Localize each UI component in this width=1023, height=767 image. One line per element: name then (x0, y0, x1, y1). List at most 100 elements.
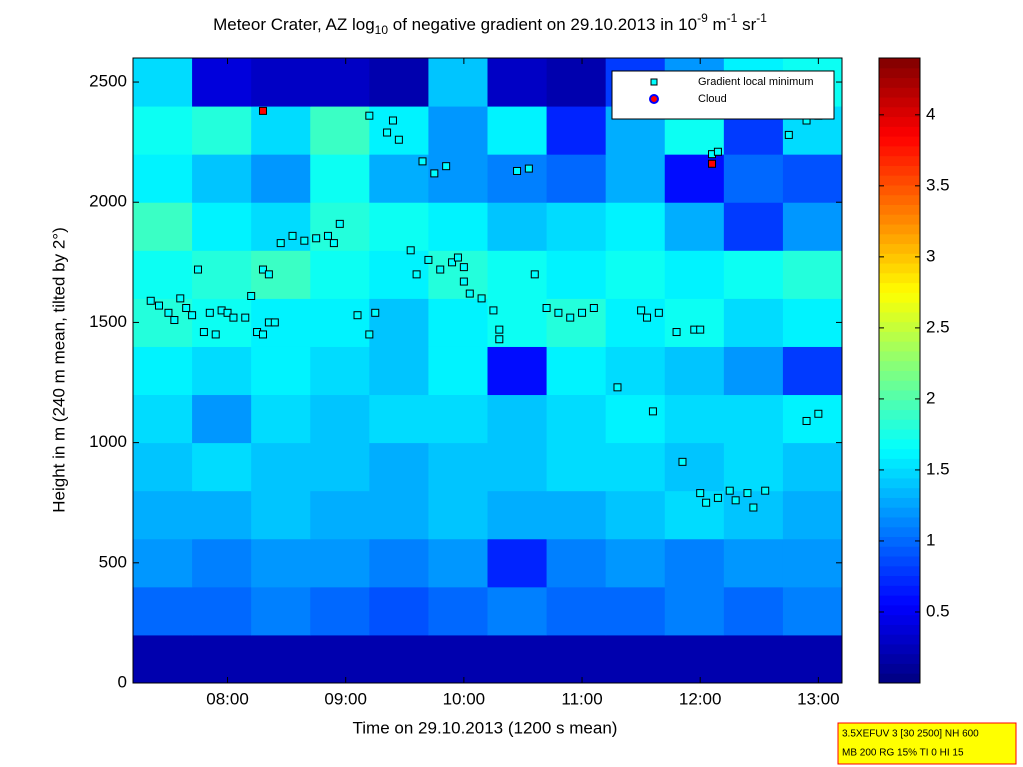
colorbar-step (879, 487, 920, 498)
plot-frame (132, 57, 843, 684)
heatmap-cell (310, 490, 370, 540)
heatmap-cell (310, 106, 370, 155)
heatmap-cell (369, 298, 429, 347)
colorbar-step (879, 214, 920, 225)
heatmap-cell (664, 442, 725, 492)
x-tick-label: 10:00 (443, 689, 486, 708)
info-text: 3.5XEFUV 3 [30 2500] NH 600 (842, 729, 979, 740)
marker (365, 111, 374, 120)
heatmap-cell (251, 250, 311, 299)
legend-box (611, 70, 835, 120)
heatmap-cell (192, 298, 252, 347)
colorbar-step (879, 409, 920, 420)
heatmap-cell (487, 202, 548, 251)
title-part: sr (737, 15, 756, 34)
heatmap-cell (723, 298, 784, 347)
marker (258, 106, 267, 115)
heatmap-cell (251, 442, 311, 492)
heatmap-cell (782, 634, 842, 683)
colorbar-step (879, 204, 920, 215)
y-tick-label: 500 (99, 552, 127, 571)
marker (513, 166, 522, 175)
x-tick-label: 13:00 (797, 689, 840, 708)
heatmap-cell (605, 490, 666, 540)
heatmap-cell (664, 202, 725, 251)
marker (270, 318, 279, 327)
colorbar-step (879, 556, 920, 567)
marker (146, 296, 155, 305)
marker (223, 308, 232, 317)
heatmap-cell (310, 154, 370, 203)
heatmap-cell (310, 298, 370, 347)
heatmap-cell (428, 106, 488, 155)
colorbar-step (879, 126, 920, 137)
colorbar-step (879, 311, 920, 323)
heatmap-cell (546, 538, 607, 588)
y-tick-label: 2500 (89, 72, 127, 91)
marker (672, 328, 681, 337)
colorbar-label: 3 (926, 246, 935, 265)
colorbar-step (879, 458, 920, 469)
heatmap-cell (310, 250, 370, 299)
colorbar-step (879, 350, 920, 362)
heatmap-cell (664, 346, 725, 396)
heatmap-cell (546, 250, 607, 299)
marker (436, 265, 445, 274)
colorbar-step (879, 67, 920, 79)
colorbar-label: 4 (926, 104, 935, 123)
heatmap-cell (251, 298, 311, 347)
marker (205, 308, 214, 317)
heatmap-cell (782, 250, 842, 299)
heatmap-cell (428, 202, 488, 251)
heatmap-cell (487, 154, 548, 203)
colorbar-step (879, 526, 920, 538)
heatmap-cell (487, 106, 548, 155)
marker (477, 294, 486, 303)
heatmap-cell (369, 346, 429, 396)
marker (713, 147, 722, 156)
heatmap-cell (546, 586, 607, 636)
colorbar-step (879, 643, 920, 655)
colorbar-step (879, 370, 920, 381)
y-tick-label: 1500 (89, 312, 127, 331)
colorbar-step (879, 565, 920, 577)
legend-marker (649, 94, 659, 104)
heatmap-cell (133, 58, 193, 107)
heatmap-cell (310, 346, 370, 396)
heatmap-cell (428, 538, 488, 588)
colorbar-step (879, 321, 920, 332)
marker (164, 308, 173, 317)
marker (394, 135, 403, 144)
title-part: -1 (727, 11, 738, 25)
marker (412, 270, 421, 279)
heatmap-cell (192, 58, 252, 107)
marker (300, 236, 309, 245)
heatmap-cell (546, 346, 607, 396)
colorbar-step (879, 419, 920, 430)
colorbar-step (879, 536, 920, 547)
heatmap-cell (369, 202, 429, 251)
colorbar-label: 2 (926, 388, 935, 407)
heatmap-cell (546, 154, 607, 203)
heatmap-cell (546, 490, 607, 540)
heatmap-cell (546, 58, 607, 107)
marker (335, 219, 344, 228)
y-tick-label: 2000 (89, 192, 127, 211)
colorbar-step (879, 87, 920, 98)
colorbar-step (879, 497, 920, 508)
marker (696, 489, 705, 498)
marker (241, 313, 250, 322)
colorbar-step (879, 360, 920, 371)
colorbar-step (879, 653, 920, 664)
heatmap-cell (723, 250, 784, 299)
heatmap-cell (192, 250, 252, 299)
marker (613, 383, 622, 392)
colorbar-step (879, 58, 920, 69)
chart-title: Meteor Crater, AZ log10 of negative grad… (213, 11, 767, 37)
heatmap-cell (782, 442, 842, 492)
colorbar-step (879, 155, 920, 166)
heatmap-cell (428, 154, 488, 203)
heatmap-cell (782, 154, 842, 203)
marker (371, 308, 380, 317)
colorbar-step (879, 106, 920, 118)
